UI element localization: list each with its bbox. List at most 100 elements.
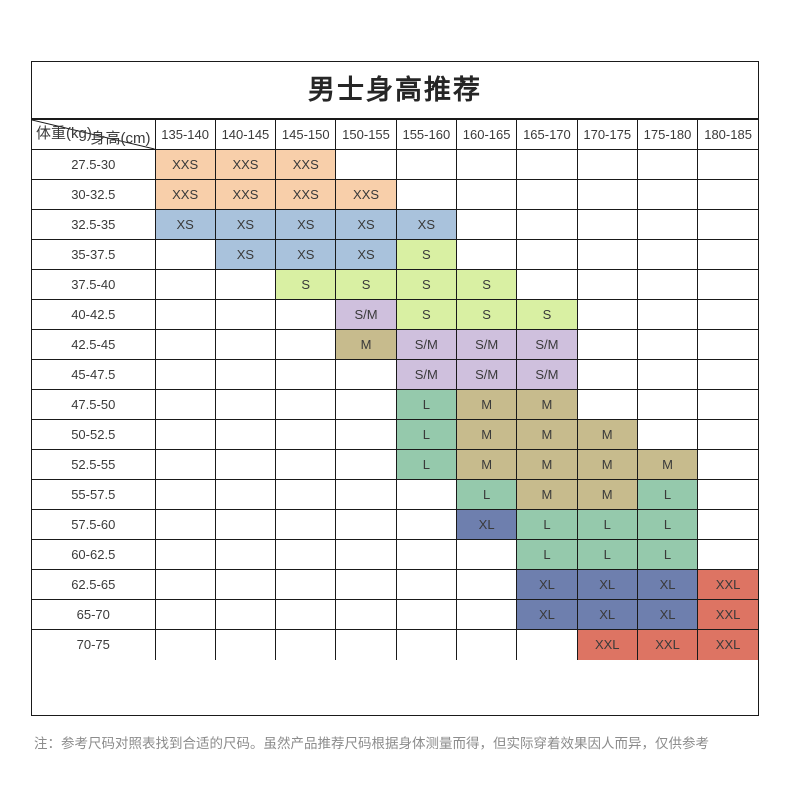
size-cell-empty	[395, 629, 457, 660]
size-cell-XXS: XXS	[275, 149, 337, 180]
row-header-27.5-30: 27.5-30	[32, 149, 156, 180]
size-cell-empty	[455, 239, 518, 270]
size-cell-XXS: XXS	[154, 149, 216, 180]
size-cell-empty	[516, 239, 578, 270]
table-row: 57.5-60 XL L L L	[32, 509, 758, 540]
size-cell-empty	[275, 359, 337, 390]
size-cell-empty	[275, 299, 337, 330]
size-cell-empty	[395, 569, 457, 600]
table-row: 52.5-55 L M M M M	[32, 449, 758, 480]
row-header-65-70: 65-70	[32, 599, 156, 630]
size-cell-empty	[516, 209, 578, 240]
size-cell-S-M: S/M	[516, 329, 578, 360]
size-cell-empty	[275, 539, 337, 570]
size-cell-M: M	[516, 479, 578, 510]
row-header-32.5-35: 32.5-35	[32, 209, 156, 240]
size-cell-empty	[636, 149, 699, 180]
size-cell-empty	[335, 449, 397, 480]
table-row: 55-57.5 L M M L	[32, 479, 758, 510]
size-cell-empty	[335, 419, 397, 450]
row-header-57.5-60: 57.5-60	[32, 509, 156, 540]
size-cell-XL: XL	[516, 569, 578, 600]
size-cell-empty	[154, 389, 216, 420]
size-cell-S: S	[395, 299, 457, 330]
size-cell-empty	[154, 629, 216, 660]
table-row: 50-52.5 L M M M	[32, 419, 758, 450]
size-cell-S-M: S/M	[455, 329, 518, 360]
size-cell-empty	[576, 269, 638, 300]
row-header-62.5-65: 62.5-65	[32, 569, 156, 600]
size-cell-L: L	[576, 539, 638, 570]
weight-axis-label: 体重(kg)	[36, 125, 92, 142]
size-cell-M: M	[576, 449, 638, 480]
corner-diagonal-header: 身高(cm) 体重(kg)	[32, 119, 156, 150]
size-cell-empty	[214, 569, 277, 600]
size-cell-empty	[214, 599, 277, 630]
size-cell-empty	[154, 509, 216, 540]
size-cell-XS: XS	[335, 209, 397, 240]
row-header-47.5-50: 47.5-50	[32, 389, 156, 420]
size-chart-sheet: 男士身高推荐 身高(cm) 体重(kg) 135-140 140-145 145-1…	[31, 61, 759, 716]
size-cell-empty	[214, 509, 277, 540]
table-row: 47.5-50 L M M	[32, 389, 758, 420]
size-cell-S: S	[395, 239, 457, 270]
size-cell-empty	[516, 269, 578, 300]
size-cell-empty	[576, 329, 638, 360]
size-cell-XXL: XXL	[636, 629, 699, 660]
size-cell-empty	[214, 359, 277, 390]
size-cell-empty	[275, 599, 337, 630]
size-cell-empty	[214, 329, 277, 360]
column-header-135-140: 135-140	[154, 119, 216, 150]
size-cell-empty	[636, 299, 699, 330]
size-cell-empty	[636, 179, 699, 210]
height-axis-label: 身高(cm)	[90, 130, 151, 147]
size-cell-XL: XL	[636, 599, 699, 630]
size-cell-empty	[154, 599, 216, 630]
table-row: 42.5-45 M S/M S/M S/M	[32, 329, 758, 360]
table-row: 35-37.5 XS XS XS S	[32, 239, 758, 270]
table-row: 32.5-35 XS XS XS XS XS	[32, 209, 758, 240]
size-cell-empty	[576, 359, 638, 390]
size-cell-empty	[214, 269, 277, 300]
size-cell-empty	[214, 479, 277, 510]
table-row: 62.5-65 XL XL XL XXL	[32, 569, 758, 600]
row-header-70-75: 70-75	[32, 629, 156, 660]
size-cell-empty	[335, 509, 397, 540]
size-cell-L: L	[636, 479, 699, 510]
size-cell-empty	[516, 149, 578, 180]
row-header-50-52.5: 50-52.5	[32, 419, 156, 450]
size-cell-XS: XS	[275, 209, 337, 240]
size-cell-S: S	[455, 299, 518, 330]
size-cell-empty	[697, 539, 758, 570]
size-cell-empty	[455, 539, 518, 570]
size-cell-XS: XS	[275, 239, 337, 270]
size-cell-empty	[636, 269, 699, 300]
row-header-37.5-40: 37.5-40	[32, 269, 156, 300]
size-cell-empty	[576, 149, 638, 180]
size-cell-L: L	[395, 449, 457, 480]
size-cell-empty	[154, 539, 216, 570]
size-cell-M: M	[576, 479, 638, 510]
size-cell-XXS: XXS	[275, 179, 337, 210]
size-cell-L: L	[516, 539, 578, 570]
table-header-row: 身高(cm) 体重(kg) 135-140 140-145 145-150 150-1…	[32, 119, 758, 150]
table-row: 70-75 XXL XXL XXL	[32, 629, 758, 660]
size-cell-empty	[455, 209, 518, 240]
size-cell-empty	[335, 389, 397, 420]
size-cell-empty	[275, 449, 337, 480]
size-cell-S-M: S/M	[516, 359, 578, 390]
size-cell-L: L	[516, 509, 578, 540]
table-row: 45-47.5 S/M S/M S/M	[32, 359, 758, 390]
size-cell-XS: XS	[214, 209, 277, 240]
size-cell-empty	[335, 629, 397, 660]
size-cell-empty	[275, 629, 337, 660]
size-cell-M: M	[636, 449, 699, 480]
size-cell-M: M	[576, 419, 638, 450]
size-cell-empty	[697, 179, 758, 210]
size-cell-empty	[576, 209, 638, 240]
size-cell-empty	[214, 449, 277, 480]
column-header-160-165: 160-165	[455, 119, 518, 150]
size-cell-empty	[576, 389, 638, 420]
size-cell-M: M	[516, 419, 578, 450]
